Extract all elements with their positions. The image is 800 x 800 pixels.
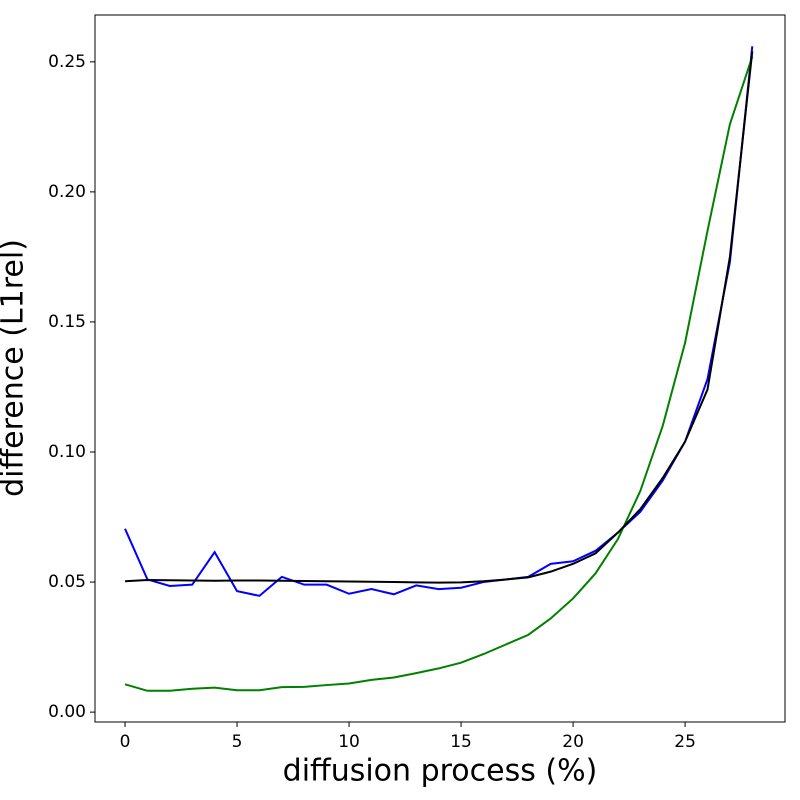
plot-frame [94,14,786,723]
x-tick-label: 5 [232,732,243,752]
y-tick-label: 0.25 [48,52,86,72]
x-tick-label: 20 [562,732,584,752]
y-axis-label: difference (L1rel) [0,239,31,497]
x-tick-label: 0 [120,732,131,752]
line [124,46,754,597]
y-tick-label: 0.05 [48,572,86,592]
x-axis-label: diffusion process (%) [283,754,598,789]
x-tick-label: 15 [450,732,472,752]
y-tick-label: 0.15 [48,312,86,332]
line [124,51,754,584]
x-tick-label: 10 [338,732,360,752]
x-tick-label: 25 [674,732,696,752]
y-tick-label: 0.20 [48,182,86,202]
y-tick-label: 0.00 [48,702,86,722]
y-tick-label: 0.10 [48,442,86,462]
line [124,56,754,692]
